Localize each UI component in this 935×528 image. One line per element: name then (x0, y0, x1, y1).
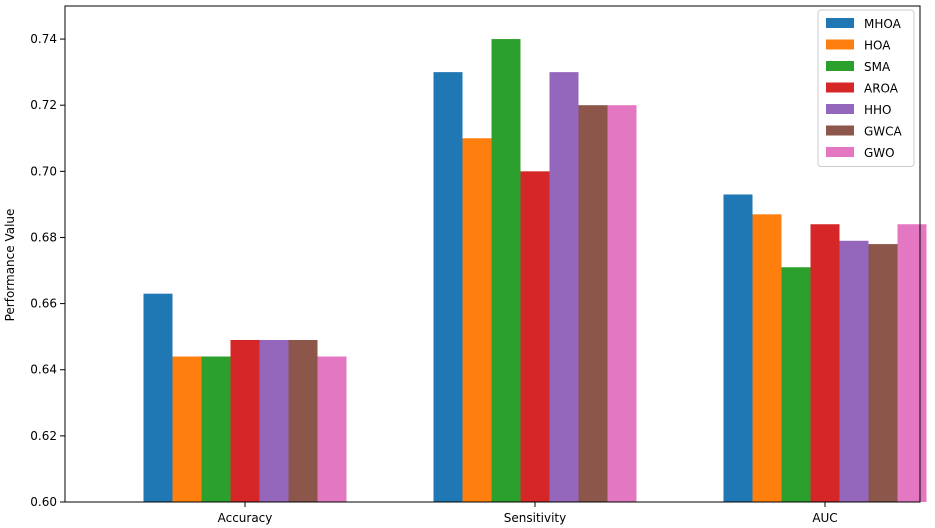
bar-hho-sensitivity (549, 72, 579, 502)
axes-layer: 0.60 0.62 0.64 0.66 0.68 0.70 0.72 0.74 Accuracy… (30, 5, 921, 525)
bar-gwca-accuracy (288, 339, 318, 502)
legend-label-gwca: GWCA (864, 125, 903, 139)
y-tick-label: 0.66 (30, 297, 57, 311)
bar-sma-accuracy (201, 356, 231, 502)
y-tick-label: 0.72 (30, 98, 57, 112)
plot-frame (64, 5, 921, 503)
bar-mhoa-auc (723, 194, 753, 503)
legend: MHOA HOA SMA AROA HHO GWCA GWO (817, 9, 915, 167)
y-tick-label: 0.74 (30, 32, 57, 46)
legend-swatch-hoa (826, 39, 854, 50)
x-tick-label: Sensitivity (504, 511, 566, 525)
y-tick-label: 0.70 (30, 164, 57, 178)
legend-swatch-mhoa (826, 18, 854, 28)
y-tick-label: 0.64 (30, 363, 57, 377)
bar-hho-auc (839, 240, 869, 503)
x-tick-label: AUC (812, 511, 837, 525)
y-tick-label: 0.68 (30, 230, 57, 244)
legend-label-sma: SMA (864, 60, 891, 74)
bar-sma-sensitivity (491, 39, 521, 503)
legend-label-hho: HHO (864, 103, 892, 117)
y-tick-label: 0.60 (30, 495, 57, 509)
y-tick-label: 0.62 (30, 429, 57, 443)
bar-mhoa-sensitivity (433, 72, 463, 502)
bar-aroa-auc (810, 224, 840, 503)
legend-label-hoa: HOA (864, 39, 891, 53)
bar-aroa-accuracy (230, 339, 260, 502)
bar-gwca-auc (868, 244, 898, 502)
legend-swatch-sma (826, 61, 854, 71)
legend-label-gwo: GWO (864, 146, 895, 160)
bar-hoa-sensitivity (462, 138, 492, 502)
legend-swatch-aroa (826, 82, 854, 93)
bar-gwo-accuracy (317, 356, 347, 502)
bar-hoa-accuracy (172, 356, 202, 502)
legend-label-mhoa: MHOA (864, 17, 902, 31)
bar-aroa-sensitivity (520, 171, 550, 503)
legend-swatch-gwo (826, 147, 854, 157)
y-axis-label: Performance Value (3, 209, 17, 322)
legend-swatch-hho (826, 104, 854, 114)
bar-gwca-sensitivity (578, 105, 608, 502)
bar-gwo-sensitivity (607, 105, 637, 502)
bar-hoa-auc (752, 214, 782, 502)
legend-swatch-gwca (826, 125, 854, 136)
bar-hho-accuracy (259, 339, 289, 502)
bars-layer (143, 39, 927, 503)
x-tick-label: Accuracy (218, 511, 273, 525)
bar-mhoa-accuracy (143, 293, 173, 502)
legend-label-aroa: AROA (864, 82, 899, 96)
bar-sma-auc (781, 267, 811, 502)
bar-gwo-auc (897, 224, 927, 503)
